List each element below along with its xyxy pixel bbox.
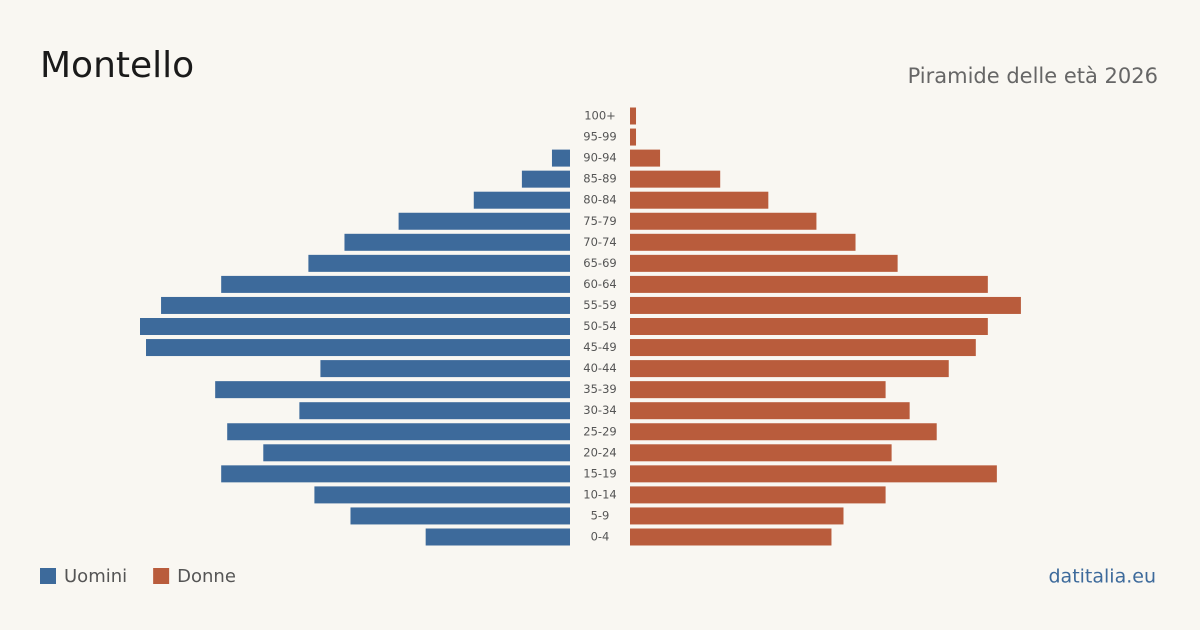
age-label: 100+	[584, 109, 616, 123]
age-label: 35-39	[583, 382, 616, 396]
bar	[215, 381, 571, 399]
bar	[221, 275, 570, 293]
bar	[161, 296, 570, 314]
bar	[299, 402, 570, 420]
age-label: 30-34	[583, 403, 616, 417]
age-label: 20-24	[583, 445, 616, 459]
bar	[263, 444, 570, 462]
bar	[425, 528, 570, 546]
age-label: 45-49	[583, 340, 616, 354]
bar	[227, 423, 570, 441]
bar	[630, 275, 988, 293]
bar	[630, 507, 844, 525]
bar	[630, 149, 661, 167]
legend-swatch	[40, 568, 56, 584]
age-label: 40-44	[583, 361, 616, 375]
age-label: 75-79	[583, 214, 616, 228]
bar	[630, 254, 898, 272]
bar	[320, 360, 570, 378]
bar	[630, 296, 1021, 314]
age-label: 60-64	[583, 277, 616, 291]
chart-subtitle: Piramide delle età 2026	[908, 64, 1158, 88]
bar	[398, 212, 570, 230]
age-label: 55-59	[583, 298, 616, 312]
bar	[140, 318, 570, 335]
bar	[630, 423, 937, 441]
source: datitalia.eu	[1049, 566, 1157, 588]
bar	[630, 381, 886, 399]
age-label: 5-9	[591, 508, 610, 522]
bar	[551, 149, 570, 167]
bar	[630, 465, 997, 483]
bar	[630, 360, 949, 378]
bar	[630, 233, 856, 251]
bar	[344, 233, 570, 251]
bar	[630, 486, 886, 504]
age-label: 15-19	[583, 466, 616, 480]
legend-swatch	[153, 568, 170, 584]
legend-label: Uomini	[64, 566, 127, 587]
age-label: 95-99	[583, 130, 616, 144]
bar	[146, 339, 571, 357]
bar	[521, 170, 570, 188]
bar	[630, 318, 988, 335]
age-label: 25-29	[583, 424, 616, 438]
age-label: 65-69	[583, 256, 616, 270]
age-label: 0-4	[591, 530, 610, 544]
bar	[630, 402, 910, 420]
bar	[630, 212, 817, 230]
age-label: 90-94	[583, 151, 616, 165]
bar	[630, 339, 976, 357]
bar	[630, 191, 769, 209]
age-label: 85-89	[583, 172, 616, 186]
age-label: 70-74	[583, 235, 616, 249]
bar	[630, 107, 637, 125]
bar	[350, 507, 570, 525]
bar	[308, 254, 570, 272]
age-label: 10-14	[583, 487, 616, 501]
legend-label: Donne	[177, 566, 236, 587]
bar	[221, 465, 570, 483]
age-label: 50-54	[583, 319, 616, 333]
bar	[630, 128, 637, 146]
bar	[473, 191, 570, 209]
age-label: 80-84	[583, 193, 616, 207]
chart-title: Montello	[40, 45, 194, 86]
bar	[630, 528, 832, 546]
bar	[630, 444, 892, 462]
bar	[630, 170, 721, 188]
bar	[314, 486, 570, 504]
